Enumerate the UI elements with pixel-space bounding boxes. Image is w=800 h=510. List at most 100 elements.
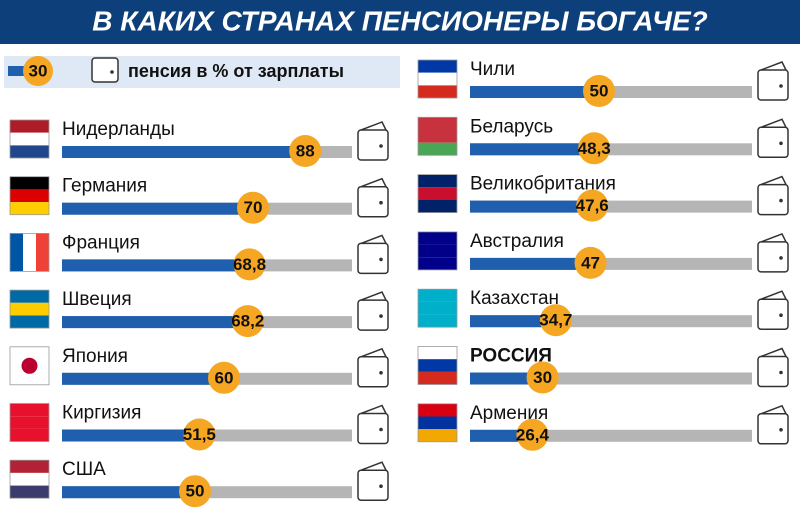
flag-stripe — [10, 233, 23, 272]
flag-stripe — [418, 142, 457, 156]
flag-stripe — [418, 85, 457, 99]
flag-border — [417, 116, 458, 156]
wallet-body — [357, 129, 389, 161]
wallet — [357, 291, 389, 331]
legend-sample: 30 — [29, 61, 48, 80]
value-label: 68,8 — [233, 255, 266, 274]
legend-box — [4, 56, 400, 88]
value-badge — [526, 361, 559, 394]
value-badge — [179, 475, 211, 508]
value-badge — [516, 418, 549, 451]
flag-stripe — [418, 200, 457, 213]
wallet — [357, 461, 389, 501]
flag-stripe — [418, 231, 457, 245]
flag-stripe — [418, 187, 457, 200]
wallet — [757, 290, 789, 330]
flag — [9, 119, 50, 159]
flag — [9, 289, 50, 329]
value-label: 30 — [533, 368, 552, 387]
wallet-body — [757, 69, 789, 101]
chart-title: В КАКИХ СТРАНАХ ПЕНСИОНЕРЫ БОГАЧЕ? — [92, 5, 707, 36]
wallet-clasp — [779, 256, 783, 260]
flag-stripe — [10, 145, 49, 159]
flag-stripe — [418, 72, 457, 86]
wallet-body — [757, 413, 789, 445]
flag-stripe — [23, 233, 36, 272]
flag — [417, 116, 458, 156]
bar — [62, 372, 236, 385]
wallet — [357, 234, 389, 275]
flag-stripe — [418, 244, 457, 258]
flag-stripe — [418, 301, 457, 315]
flag-border — [9, 346, 50, 386]
flag-stripe — [36, 233, 49, 272]
wallet-clasp — [779, 198, 783, 203]
title-band — [0, 0, 800, 44]
category-label: Киргизия — [62, 403, 141, 424]
value-badge — [233, 248, 266, 281]
flag-stripe — [10, 416, 49, 429]
wallet-flap — [760, 290, 787, 300]
value-label: 50 — [590, 81, 609, 100]
bar — [62, 146, 318, 158]
wallet-flap — [760, 61, 787, 71]
value-label: 48,3 — [578, 139, 611, 158]
category-label: Армения — [470, 403, 548, 424]
wallet-body — [757, 183, 789, 216]
bar — [62, 259, 262, 272]
flag-stripe — [418, 257, 457, 270]
flag — [9, 176, 50, 216]
bar — [470, 257, 603, 270]
flag-stripe — [418, 346, 457, 360]
bar — [62, 316, 260, 329]
value-badge — [183, 418, 216, 451]
value-label: 47,6 — [576, 196, 609, 215]
flag-border — [9, 119, 50, 159]
category-label: США — [62, 459, 106, 480]
flag — [417, 59, 458, 99]
category-label: Швеция — [62, 289, 132, 310]
wallet-flap — [360, 347, 387, 358]
value-label: 47 — [581, 253, 600, 272]
value-badge — [574, 246, 607, 279]
wallet-clasp — [379, 314, 383, 318]
wallet-flap — [760, 175, 787, 186]
wallet-flap — [360, 234, 387, 245]
flag — [417, 288, 458, 328]
bar — [62, 202, 265, 215]
value-badge — [583, 75, 615, 107]
wallet-body — [757, 241, 789, 273]
bar — [62, 429, 212, 442]
wallet-flap — [360, 291, 387, 301]
wallet-clasp — [779, 313, 783, 318]
wallet-flap — [360, 121, 387, 131]
wallet-clasp — [779, 141, 783, 146]
category-label: Германия — [62, 176, 147, 197]
flag — [417, 403, 458, 443]
wallet-clasp — [779, 370, 783, 375]
value-label: 34,7 — [539, 311, 572, 330]
wallet-body — [357, 469, 389, 501]
category-label: Великобритания — [470, 174, 616, 195]
wallet-flap — [360, 177, 387, 188]
flag-sun — [21, 357, 38, 374]
flag-stripe — [418, 289, 457, 302]
wallet-body — [757, 355, 789, 388]
flag-stripe — [10, 189, 49, 203]
flag-stripe — [10, 372, 49, 385]
wallet-body — [357, 242, 389, 275]
flag-border — [9, 176, 50, 216]
flag-border — [417, 346, 458, 385]
flag-stripe — [10, 403, 49, 417]
flag-stripe — [418, 416, 457, 430]
legend-wallet — [91, 57, 119, 83]
wallet-flap — [760, 347, 787, 358]
wallet — [357, 121, 389, 161]
wallet-clasp — [379, 484, 383, 489]
flag-border — [417, 403, 458, 443]
wallet-body — [357, 356, 389, 388]
flag-border — [417, 288, 458, 328]
wallet-clasp — [779, 84, 783, 88]
value-label: 51,5 — [183, 425, 216, 444]
